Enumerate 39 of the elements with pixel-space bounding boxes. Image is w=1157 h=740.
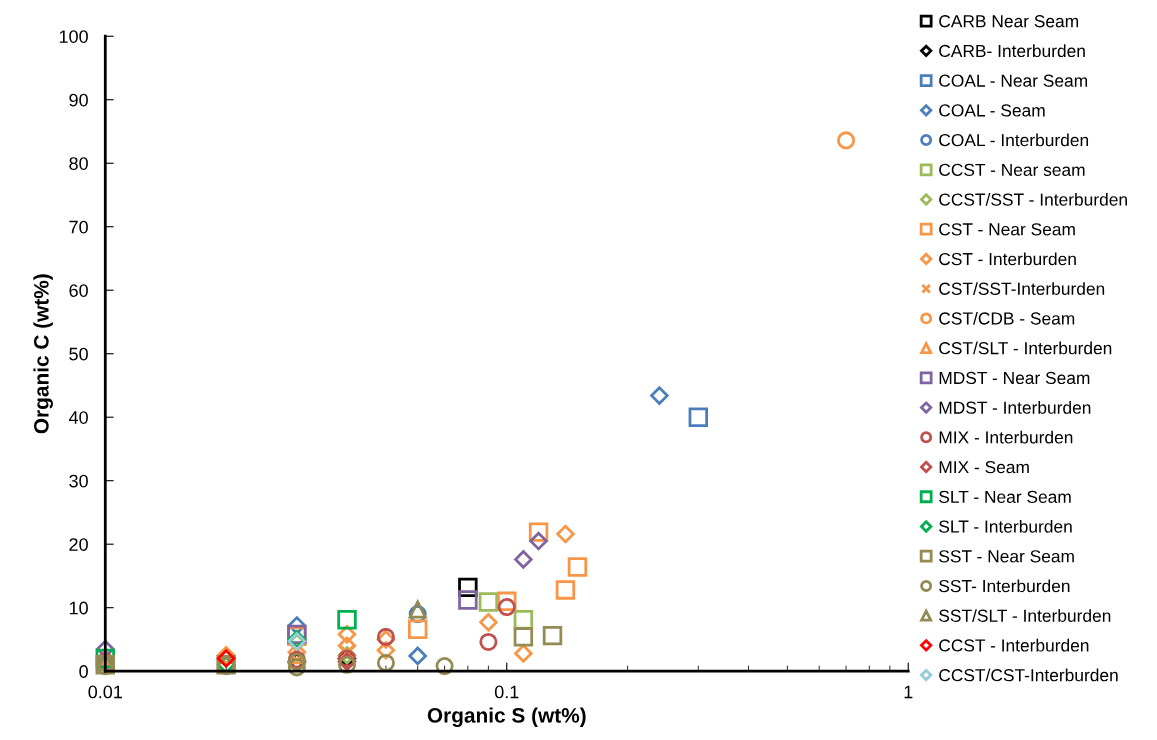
legend-label: CCST - Interburden (939, 638, 1089, 652)
x-axis-title: Organic S (wt%) (427, 707, 586, 727)
legend-label: CCST - Near seam (939, 163, 1085, 177)
y-tick-label: 70 (69, 220, 88, 234)
y-tick-label: 100 (59, 30, 88, 43)
legend-label: COAL - Near Seam (939, 74, 1088, 87)
legend-label: SST/SLT - Interburden (939, 609, 1111, 622)
y-tick-label: 20 (69, 538, 88, 551)
y-tick-label: 10 (69, 601, 88, 615)
legend-label: CST/SST-Interburden (939, 282, 1105, 295)
legend-label: COAL - Interburden (939, 133, 1089, 147)
legend-label: SLT - Interburden (939, 519, 1072, 533)
legend-label: MIX - Seam (939, 460, 1029, 474)
legend-label: CCST/SST - Interburden (939, 192, 1127, 206)
legend-label: CST/CDB - Seam (939, 311, 1075, 325)
x-tick-label: 0.01 (88, 685, 122, 699)
y-tick-label: 90 (69, 93, 88, 107)
y-tick-label: 30 (69, 474, 88, 488)
legend-label: CST - Near Seam (939, 223, 1075, 236)
legend-label: MIX - Interburden (939, 430, 1073, 444)
legend-label: CCST/CST-Interburden (939, 668, 1118, 682)
x-tick-label: 1 (904, 685, 913, 699)
y-tick-label: 60 (69, 284, 88, 297)
y-tick-label: 80 (69, 157, 88, 170)
legend-label: MDST - Interburden (939, 401, 1091, 414)
legend-label: CST/SLT - Interburden (939, 341, 1112, 355)
legend-label: MDST - Near Seam (939, 371, 1090, 385)
y-tick-label: 40 (68, 411, 88, 424)
legend-label: CARB Near Seam (939, 15, 1079, 28)
legend-label: COAL - Seam (939, 104, 1045, 117)
y-tick-label: 50 (69, 347, 88, 361)
legend-label: SLT - Near Seam (939, 490, 1071, 503)
legend-label: CARB- Interburden (939, 44, 1085, 58)
legend-label: CST - Interburden (939, 252, 1076, 266)
y-tick-label: 0 (79, 665, 88, 678)
x-tick-label: 0.1 (494, 685, 519, 699)
legend-label: SST- Interburden (939, 579, 1070, 593)
y-axis-title: Organic C (wt%) (33, 274, 53, 434)
legend-label: SST - Near Seam (939, 550, 1074, 563)
